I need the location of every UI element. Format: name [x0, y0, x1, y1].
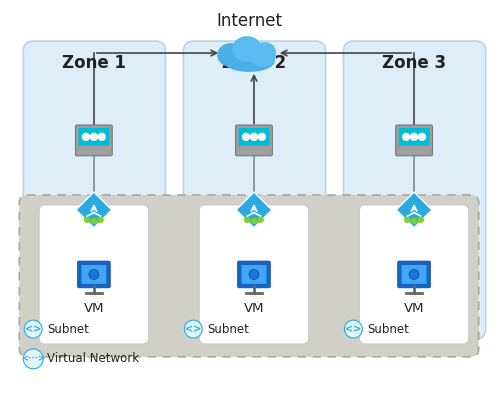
Circle shape	[345, 320, 363, 338]
Circle shape	[403, 133, 409, 140]
Circle shape	[258, 217, 263, 222]
Text: Subnet: Subnet	[368, 323, 409, 336]
FancyBboxPatch shape	[360, 205, 469, 344]
Circle shape	[184, 320, 202, 338]
Text: Virtual Network: Virtual Network	[47, 353, 139, 365]
Text: <···>: <···>	[21, 354, 45, 364]
Text: <>: <>	[345, 324, 362, 334]
Circle shape	[411, 219, 416, 224]
Circle shape	[89, 270, 99, 279]
FancyBboxPatch shape	[23, 41, 165, 339]
Ellipse shape	[217, 43, 245, 67]
Ellipse shape	[250, 45, 276, 67]
FancyBboxPatch shape	[242, 265, 266, 284]
Circle shape	[24, 320, 42, 338]
Ellipse shape	[232, 36, 262, 62]
Text: Zone 2: Zone 2	[222, 54, 286, 72]
FancyBboxPatch shape	[79, 128, 109, 146]
FancyBboxPatch shape	[399, 128, 429, 146]
Circle shape	[250, 133, 257, 140]
Circle shape	[23, 349, 43, 369]
Circle shape	[409, 270, 419, 279]
Text: Subnet: Subnet	[207, 323, 249, 336]
FancyBboxPatch shape	[396, 125, 432, 156]
Text: Subnet: Subnet	[47, 323, 89, 336]
FancyBboxPatch shape	[398, 261, 430, 288]
Text: VM: VM	[404, 302, 424, 315]
Text: <>: <>	[185, 324, 201, 334]
Circle shape	[245, 217, 249, 222]
Text: VM: VM	[244, 302, 264, 315]
Circle shape	[243, 133, 249, 140]
Polygon shape	[236, 192, 272, 228]
Circle shape	[91, 133, 97, 140]
FancyBboxPatch shape	[199, 205, 309, 344]
FancyBboxPatch shape	[344, 41, 486, 339]
Text: Zone 3: Zone 3	[382, 54, 446, 72]
Circle shape	[251, 219, 256, 224]
Circle shape	[405, 217, 410, 222]
FancyBboxPatch shape	[238, 261, 270, 288]
FancyBboxPatch shape	[239, 128, 269, 146]
Text: <>: <>	[25, 324, 41, 334]
Polygon shape	[396, 192, 432, 228]
Circle shape	[83, 133, 90, 140]
FancyBboxPatch shape	[19, 195, 479, 357]
Text: Internet: Internet	[216, 12, 282, 30]
Ellipse shape	[223, 50, 275, 72]
Circle shape	[258, 133, 265, 140]
Circle shape	[85, 217, 90, 222]
Text: VM: VM	[84, 302, 104, 315]
Polygon shape	[76, 192, 112, 228]
Circle shape	[92, 219, 96, 224]
Circle shape	[418, 133, 425, 140]
Circle shape	[418, 217, 423, 222]
FancyBboxPatch shape	[78, 261, 110, 288]
Circle shape	[98, 217, 103, 222]
FancyBboxPatch shape	[39, 205, 148, 344]
FancyBboxPatch shape	[76, 125, 112, 156]
Text: Zone 1: Zone 1	[62, 54, 126, 72]
Circle shape	[98, 133, 105, 140]
FancyBboxPatch shape	[183, 41, 326, 339]
Ellipse shape	[254, 42, 276, 62]
FancyBboxPatch shape	[236, 125, 272, 156]
FancyBboxPatch shape	[402, 265, 426, 284]
Circle shape	[410, 133, 417, 140]
Circle shape	[249, 270, 259, 279]
FancyBboxPatch shape	[82, 265, 106, 284]
